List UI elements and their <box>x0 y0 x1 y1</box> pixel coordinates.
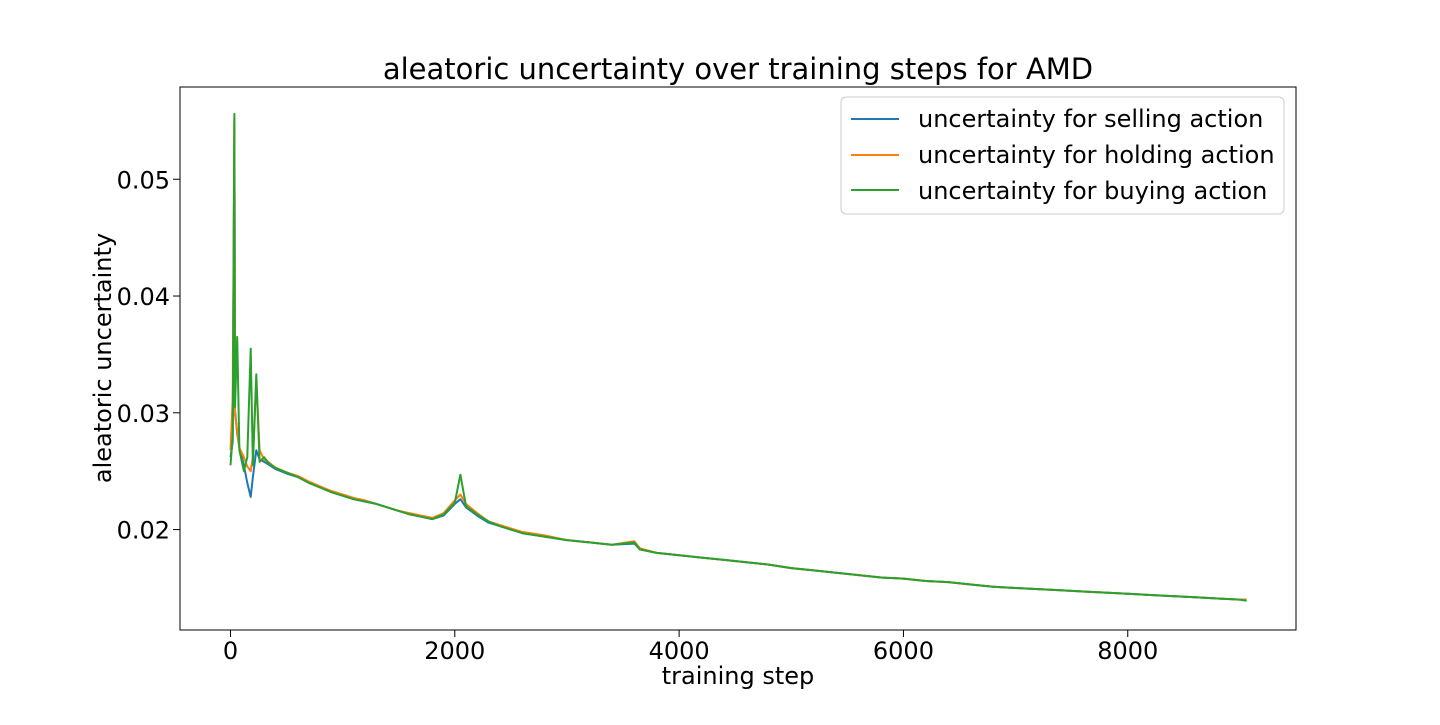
y-axis: 0.02 0.03 0.04 0.05 <box>117 166 180 545</box>
x-tick-label: 4000 <box>649 637 710 665</box>
x-axis-label: training step <box>662 662 815 690</box>
legend: uncertainty for selling action uncertain… <box>840 96 1285 215</box>
x-tick-label: 0 <box>223 637 238 665</box>
y-tick-label: 0.03 <box>117 400 170 428</box>
series-line-buying <box>229 112 1247 602</box>
legend-label-selling: uncertainty for selling action <box>918 105 1263 133</box>
legend-label-holding: uncertainty for holding action <box>918 141 1275 169</box>
x-axis: 0 2000 4000 6000 8000 <box>223 630 1158 665</box>
legend-frame <box>840 96 1285 215</box>
x-tick-label: 8000 <box>1097 637 1158 665</box>
y-tick-label: 0.05 <box>117 166 170 194</box>
x-tick-label: 6000 <box>873 637 934 665</box>
y-tick-label: 0.04 <box>117 283 170 311</box>
chart-title: aleatoric uncertainty over training step… <box>383 52 1093 86</box>
x-tick-label: 2000 <box>424 637 485 665</box>
y-tick-label: 0.02 <box>117 517 170 545</box>
legend-label-buying: uncertainty for buying action <box>918 177 1267 205</box>
series-layer <box>229 112 1247 602</box>
y-axis-label: aleatoric uncertainty <box>89 233 117 483</box>
